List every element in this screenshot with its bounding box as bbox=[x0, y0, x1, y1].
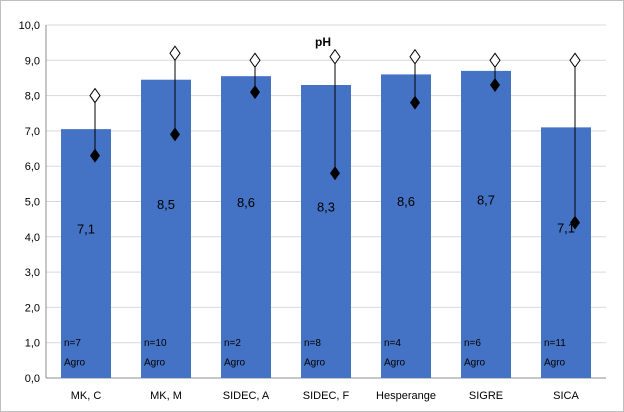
data-label: 8,3 bbox=[317, 200, 335, 215]
min-marker bbox=[570, 215, 580, 230]
bar-5 bbox=[461, 70, 511, 378]
x-tick-label: SIDEC, F bbox=[303, 390, 350, 402]
x-tick-label: Hesperange bbox=[376, 390, 436, 402]
min-marker bbox=[330, 166, 340, 181]
sub-label: Agro bbox=[224, 358, 246, 369]
y-tick-label: 8,0 bbox=[25, 91, 40, 103]
n-label: n=6 bbox=[464, 338, 481, 349]
data-label: 8,6 bbox=[397, 194, 415, 209]
y-tick-label: 5,0 bbox=[25, 197, 40, 209]
bar-2 bbox=[221, 76, 271, 378]
y-tick-label: 3,0 bbox=[25, 267, 40, 279]
min-marker bbox=[90, 148, 100, 163]
max-marker bbox=[329, 48, 341, 65]
y-tick-label: 6,0 bbox=[25, 161, 40, 173]
max-marker bbox=[569, 52, 581, 69]
max-marker bbox=[169, 45, 181, 62]
max-marker bbox=[409, 48, 421, 65]
data-label: 7,1 bbox=[557, 221, 575, 236]
bar-4 bbox=[381, 74, 431, 379]
x-tick-label: SIGRE bbox=[469, 390, 503, 402]
n-label: n=2 bbox=[224, 338, 241, 349]
n-label: n=7 bbox=[64, 338, 81, 349]
bar-3 bbox=[301, 85, 351, 378]
x-tick-label: SICA bbox=[553, 390, 579, 402]
n-label: n=4 bbox=[384, 338, 401, 349]
y-tick-label: 10,0 bbox=[19, 20, 40, 32]
y-tick-label: 4,0 bbox=[25, 232, 40, 244]
data-label: 8,6 bbox=[237, 195, 255, 210]
x-tick-label: MK, M bbox=[150, 390, 182, 402]
chart-title: pH bbox=[315, 35, 331, 49]
min-marker bbox=[410, 95, 420, 110]
bar-1 bbox=[141, 79, 191, 378]
sub-label: Agro bbox=[544, 358, 566, 369]
y-tick-label: 9,0 bbox=[25, 55, 40, 67]
sub-label: Agro bbox=[64, 358, 86, 369]
max-marker bbox=[89, 87, 101, 104]
min-marker bbox=[170, 127, 180, 142]
sub-label: Agro bbox=[384, 358, 406, 369]
max-marker bbox=[489, 52, 501, 69]
min-marker bbox=[250, 85, 260, 100]
n-label: n=8 bbox=[304, 338, 321, 349]
data-label: 7,1 bbox=[77, 222, 95, 237]
data-label: 8,5 bbox=[157, 197, 175, 212]
sub-label: Agro bbox=[304, 358, 326, 369]
bar-6 bbox=[541, 127, 591, 379]
x-tick-label: MK, C bbox=[71, 390, 102, 402]
min-marker bbox=[490, 78, 500, 93]
data-label: 8,7 bbox=[477, 192, 495, 207]
y-tick-label: 7,0 bbox=[25, 126, 40, 138]
y-tick-label: 1,0 bbox=[25, 338, 40, 350]
bar-0 bbox=[61, 129, 111, 378]
max-marker bbox=[249, 52, 261, 69]
sub-label: Agro bbox=[144, 358, 166, 369]
n-label: n=11 bbox=[544, 338, 566, 349]
x-tick-label: SIDEC, A bbox=[223, 390, 270, 402]
n-label: n=10 bbox=[144, 338, 167, 349]
y-tick-label: 0,0 bbox=[25, 373, 40, 385]
y-tick-label: 2,0 bbox=[25, 302, 40, 314]
sub-label: Agro bbox=[464, 358, 486, 369]
